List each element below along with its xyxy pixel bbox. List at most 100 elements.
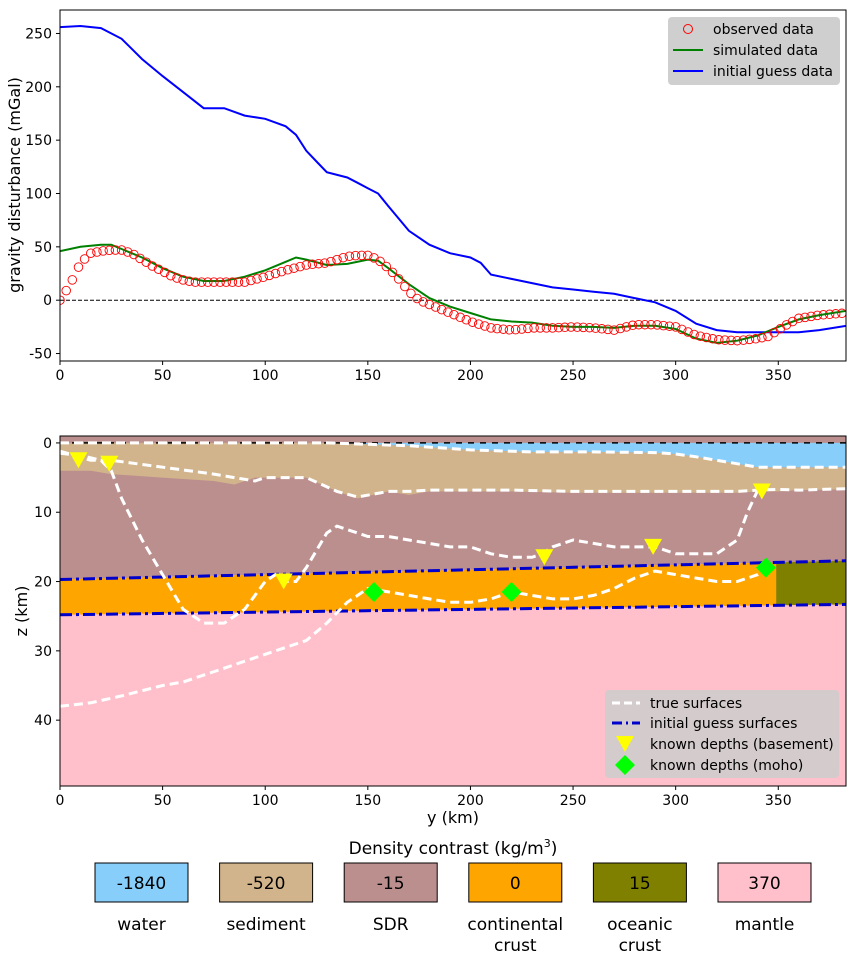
observed-data-point	[307, 259, 318, 270]
observed-data-point	[603, 324, 613, 335]
observed-data-point	[677, 324, 687, 335]
observed-data-point	[326, 256, 336, 267]
observed-data-point	[609, 325, 619, 335]
observed-data-point	[707, 334, 718, 344]
x-tick-label: 200	[457, 368, 484, 384]
true-surface-line	[60, 566, 769, 708]
density-swatch-label-line2: crust	[494, 936, 537, 956]
x-tick-label: 300	[662, 793, 689, 809]
observed-data-point	[393, 274, 404, 284]
legend-initial-surfaces-label: initial guess surfaces	[650, 716, 797, 732]
x-tick-label: 300	[662, 368, 689, 384]
legend-moho-marker	[615, 755, 635, 775]
observed-data-point	[270, 268, 281, 279]
density-swatches: -1840 water -520 sediment -15 SDR 0 continental…	[94, 862, 812, 956]
density-swatch-value: 0	[510, 874, 521, 894]
legend-observed-marker	[683, 24, 693, 34]
observed-data-point	[178, 275, 188, 285]
observed-data-point	[726, 335, 736, 346]
initial-guess-data-line	[60, 24, 846, 334]
observed-data-point	[787, 316, 798, 327]
y-tick-label: 0	[43, 293, 52, 309]
initial-guess-surface-moho-top	[60, 559, 846, 581]
model-legend-box	[605, 690, 839, 778]
legend-initial-label: initial guess data	[713, 64, 833, 80]
observed-data-point	[159, 267, 170, 278]
observed-data-point	[430, 302, 441, 312]
observed-data-point	[301, 260, 312, 270]
observed-data-point	[566, 322, 576, 332]
known-depth-basement-marker	[274, 573, 293, 590]
true-surface-line	[60, 441, 846, 469]
density-swatch-value: 15	[629, 874, 651, 894]
observed-data-point	[424, 299, 435, 310]
observed-data-point	[689, 329, 699, 340]
known-depth-moho-marker	[755, 557, 776, 578]
observed-data-point	[701, 332, 712, 343]
simulated-data-line	[60, 243, 846, 344]
observed-data-point	[104, 245, 115, 256]
observed-data-point	[812, 310, 823, 321]
observed-data-point	[98, 246, 108, 256]
true-surface-line	[60, 451, 760, 625]
observed-data-point	[406, 288, 416, 299]
density-swatch	[592, 862, 687, 903]
observed-data-point	[572, 322, 582, 332]
density-swatch-value: 370	[748, 874, 780, 894]
observed-data-point	[529, 323, 539, 333]
observed-data-point	[473, 319, 484, 329]
x-tick-label: 350	[765, 368, 792, 384]
y-tick-label: 100	[25, 187, 52, 203]
observed-data-point	[203, 277, 213, 287]
observed-data-point	[92, 247, 102, 257]
observed-data-point	[196, 277, 207, 287]
y-tick-label: 20	[34, 575, 52, 591]
observed-data-point	[313, 258, 324, 269]
observed-data-point	[147, 261, 158, 271]
observed-data-point	[443, 307, 453, 317]
x-tick-label: 150	[354, 368, 381, 384]
observed-data-point	[800, 312, 810, 323]
legend-basement-marker	[616, 736, 634, 752]
density-swatch	[717, 862, 812, 903]
x-tick-label: 50	[154, 793, 172, 809]
observed-data-point	[510, 324, 521, 335]
x-tick-label: 150	[354, 793, 381, 809]
observed-data-point	[633, 319, 644, 330]
observed-data-point	[615, 323, 626, 334]
legend-observed-label: observed data	[713, 22, 814, 38]
density-swatch-label-line2: crust	[619, 936, 662, 956]
y-tick-label: 0	[43, 436, 52, 452]
observed-data-point	[79, 254, 90, 264]
observed-data-point	[720, 335, 730, 345]
observed-data-point	[73, 262, 84, 272]
observed-data-point	[683, 327, 693, 337]
true-surface-line	[60, 449, 846, 499]
observed-data-point	[541, 323, 552, 333]
y-tick-label: 40	[34, 713, 52, 729]
observed-data-point	[436, 304, 447, 315]
observed-data-point	[252, 274, 262, 284]
observed-data-point	[658, 320, 669, 331]
observed-data-point	[221, 277, 231, 287]
observed-data-point	[332, 254, 342, 265]
known-depth-basement-marker	[100, 455, 119, 472]
continental-crust-layer	[60, 560, 846, 615]
observed-data-point	[578, 322, 589, 333]
y-tick-label: 10	[34, 505, 52, 521]
density-swatch	[468, 862, 563, 903]
observed-data-point	[794, 313, 804, 324]
observed-data-point	[122, 247, 133, 257]
observed-data-point	[597, 324, 607, 334]
observed-data-point	[153, 264, 164, 274]
observed-data-point	[344, 251, 355, 261]
initial-guess-surface-mantle-top	[60, 602, 846, 617]
observed-data-point	[209, 277, 219, 287]
observed-data-point	[190, 277, 201, 287]
observed-data-point	[184, 276, 195, 286]
observed-data-point	[350, 250, 361, 261]
density-legend-title: Density contrast (kg/m3)	[349, 837, 558, 859]
observed-data-point	[264, 270, 275, 281]
observed-data-point	[621, 322, 632, 332]
observed-data-point	[516, 324, 527, 334]
